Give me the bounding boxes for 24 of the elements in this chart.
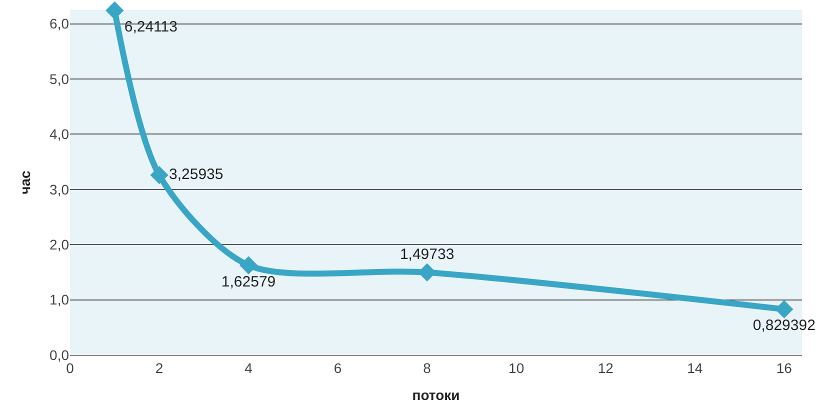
x-tick-label: 10 (508, 360, 524, 376)
y-tick-label: 1,0 (50, 292, 70, 308)
data-label: 0,829392 (752, 317, 816, 334)
y-tick-label: 4,0 (50, 126, 70, 142)
x-tick-label: 16 (776, 360, 792, 376)
point (150, 166, 168, 184)
x-axis-title: потоки (412, 387, 460, 404)
y-tick-label: 2,0 (50, 236, 70, 252)
y-tick-label: 5,0 (50, 70, 70, 87)
y-tick-label: 6,0 (50, 16, 70, 32)
y-tick-label: 3,0 (50, 181, 70, 198)
point (106, 1, 124, 20)
x-tick-label: 2 (155, 360, 164, 376)
y-axis-title: час (17, 170, 34, 194)
point (239, 256, 258, 274)
data-label: 1,62579 (221, 273, 276, 290)
x-tick-label: 14 (687, 360, 703, 376)
x-tick-label: 6 (334, 360, 342, 376)
data-label: 1,49733 (400, 246, 454, 263)
x-tick-label: 4 (244, 360, 253, 376)
data-label: 3,25935 (169, 166, 224, 183)
point (775, 300, 794, 318)
x-tick-label: 12 (598, 360, 614, 376)
x-tick-label: 8 (423, 360, 432, 376)
